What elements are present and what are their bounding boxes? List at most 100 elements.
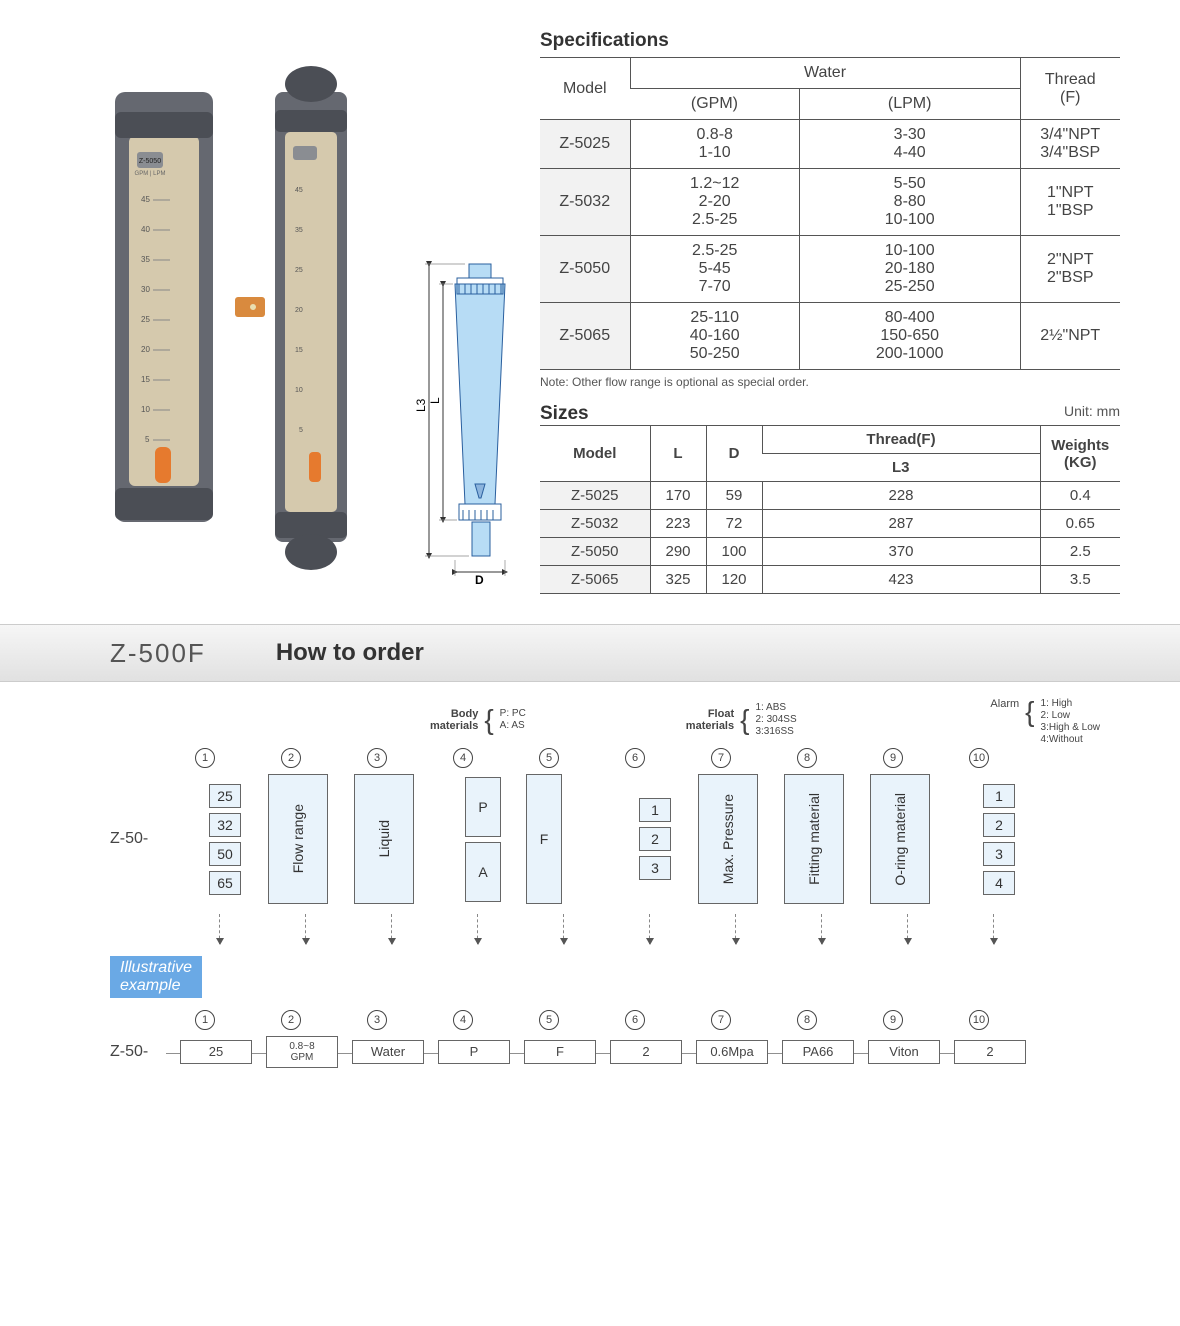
dash: — <box>682 1044 696 1060</box>
legend-opt: P: PC <box>500 708 526 719</box>
alarm-legend-label: Alarm <box>990 698 1019 746</box>
step-circle: 9 <box>883 748 903 768</box>
sizes-model: Z-5025 <box>540 482 650 510</box>
sizes-unit: Unit: mm <box>1064 403 1120 419</box>
step-circle: 2 <box>281 1010 301 1030</box>
step-circle: 3 <box>367 1010 387 1030</box>
sizes-header-row: Model L D Thread(F) Weights (KG) <box>540 426 1120 454</box>
step-circle: 5 <box>539 748 559 768</box>
step-circle: 5 <box>539 1010 559 1030</box>
option-box: Liquid <box>354 774 414 904</box>
example-prefix: Z-50- <box>110 1043 166 1061</box>
sizes-head-weights: Weights (KG) <box>1040 426 1120 482</box>
example-row: Z-50- —25—0.8~8 GPM—Water—P—F—2—0.6Mpa—P… <box>110 1036 1120 1068</box>
order-col: Liquid <box>354 774 440 904</box>
legend-opt: 4:Without <box>1041 734 1083 745</box>
order-col: O-ring material <box>870 774 956 904</box>
spec-head-gpm: (GPM) <box>630 89 799 120</box>
dash: — <box>854 1044 868 1060</box>
sizes-model: Z-5050 <box>540 538 650 566</box>
svg-text:D: D <box>475 573 484 584</box>
order-col: PA <box>440 774 526 904</box>
svg-text:5: 5 <box>299 427 303 434</box>
svg-text:GPM | LPM: GPM | LPM <box>135 171 166 177</box>
step-circle: 6 <box>625 1010 645 1030</box>
order-prefix: Z-50- <box>110 774 166 904</box>
float-legend-opts: 1: ABS 2: 304SS 3:316SS <box>755 702 796 738</box>
step-circle: 10 <box>969 1010 989 1030</box>
svg-text:L3: L3 <box>415 398 428 412</box>
order-col: Fitting material <box>784 774 870 904</box>
dash: — <box>510 1044 524 1060</box>
option-box: 4 <box>983 871 1015 895</box>
option-box: Flow range <box>268 774 328 904</box>
svg-text:20: 20 <box>141 345 150 354</box>
sizes-head-threadf: Thread(F) <box>762 426 1040 454</box>
option-box: 65 <box>209 871 241 895</box>
spec-lpm: 3-30 4-40 <box>799 120 1020 169</box>
spec-model: Z-5025 <box>540 120 630 169</box>
option-box: 3 <box>983 842 1015 866</box>
brace-icon: { <box>484 706 493 734</box>
svg-text:25: 25 <box>295 267 303 274</box>
circles-row-top: 12345678910 <box>162 748 1120 768</box>
example-box: P <box>438 1040 510 1064</box>
sizes-head-l3: L3 <box>762 454 1040 482</box>
option-box: 25 <box>209 784 241 808</box>
sizes-d: 59 <box>706 482 762 510</box>
sizes-table: Model L D Thread(F) Weights (KG) L3 Z-50… <box>540 425 1120 594</box>
spec-row: Z-5032 1.2~12 2-20 2.5-25 5-50 8-80 10-1… <box>540 169 1120 236</box>
order-col: F <box>526 774 612 904</box>
step-circle: 7 <box>711 1010 731 1030</box>
svg-text:15: 15 <box>141 375 150 384</box>
example-box: 2 <box>610 1040 682 1064</box>
svg-text:10: 10 <box>295 387 303 394</box>
svg-text:5: 5 <box>145 435 150 444</box>
step-circle: 6 <box>625 748 645 768</box>
spec-thread: 1"NPT 1"BSP <box>1020 169 1120 236</box>
svg-text:15: 15 <box>295 347 303 354</box>
example-box: Viton <box>868 1040 940 1064</box>
svg-text:35: 35 <box>295 227 303 234</box>
sizes-row: Z-50502901003702.5 <box>540 538 1120 566</box>
step-circle: 4 <box>453 748 473 768</box>
circles-row-bottom: 12345678910 <box>162 1010 1120 1030</box>
alarm-legend-opts: 1: High 2: Low 3:High & Low 4:Without <box>1041 698 1100 746</box>
order-col: 1234 <box>956 774 1042 904</box>
sizes-l: 290 <box>650 538 706 566</box>
body-legend-label: Body materials <box>430 708 478 732</box>
spec-model: Z-5050 <box>540 236 630 303</box>
dash: — <box>166 1044 180 1060</box>
sizes-w: 0.65 <box>1040 510 1120 538</box>
svg-text:40: 40 <box>141 225 150 234</box>
spec-thread: 2½"NPT <box>1020 303 1120 370</box>
spec-row: Z-5050 2.5-25 5-45 7-70 10-100 20-180 25… <box>540 236 1120 303</box>
spec-lpm: 5-50 8-80 10-100 <box>799 169 1020 236</box>
illustrative-label: Illustrative example <box>110 956 202 998</box>
connector-lines <box>176 914 1120 944</box>
option-box: 2 <box>983 813 1015 837</box>
sizes-l: 223 <box>650 510 706 538</box>
example-box: F <box>524 1040 596 1064</box>
sizes-row: Z-5032223722870.65 <box>540 510 1120 538</box>
body-legend: Body materials { P: PC A: AS <box>430 702 526 738</box>
legend-opt: 1: ABS <box>755 702 786 713</box>
step-circle: 8 <box>797 1010 817 1030</box>
step-circle: 10 <box>969 748 989 768</box>
brace-icon: { <box>740 706 749 734</box>
spec-lpm: 80-400 150-650 200-1000 <box>799 303 1020 370</box>
option-box: Max. Pressure <box>698 774 758 904</box>
sizes-l3: 370 <box>762 538 1040 566</box>
option-box: O-ring material <box>870 774 930 904</box>
svg-text:25: 25 <box>141 315 150 324</box>
spec-header-row-1: Model Water Thread (F) <box>540 58 1120 89</box>
example-box: 25 <box>180 1040 252 1064</box>
sizes-l3: 423 <box>762 566 1040 594</box>
example-box: 2 <box>954 1040 1026 1064</box>
spec-head-lpm: (LPM) <box>799 89 1020 120</box>
option-box: 50 <box>209 842 241 866</box>
dash: — <box>596 1044 610 1060</box>
step-circle: 2 <box>281 748 301 768</box>
dash: — <box>940 1044 954 1060</box>
spec-gpm: 0.8-8 1-10 <box>630 120 799 169</box>
